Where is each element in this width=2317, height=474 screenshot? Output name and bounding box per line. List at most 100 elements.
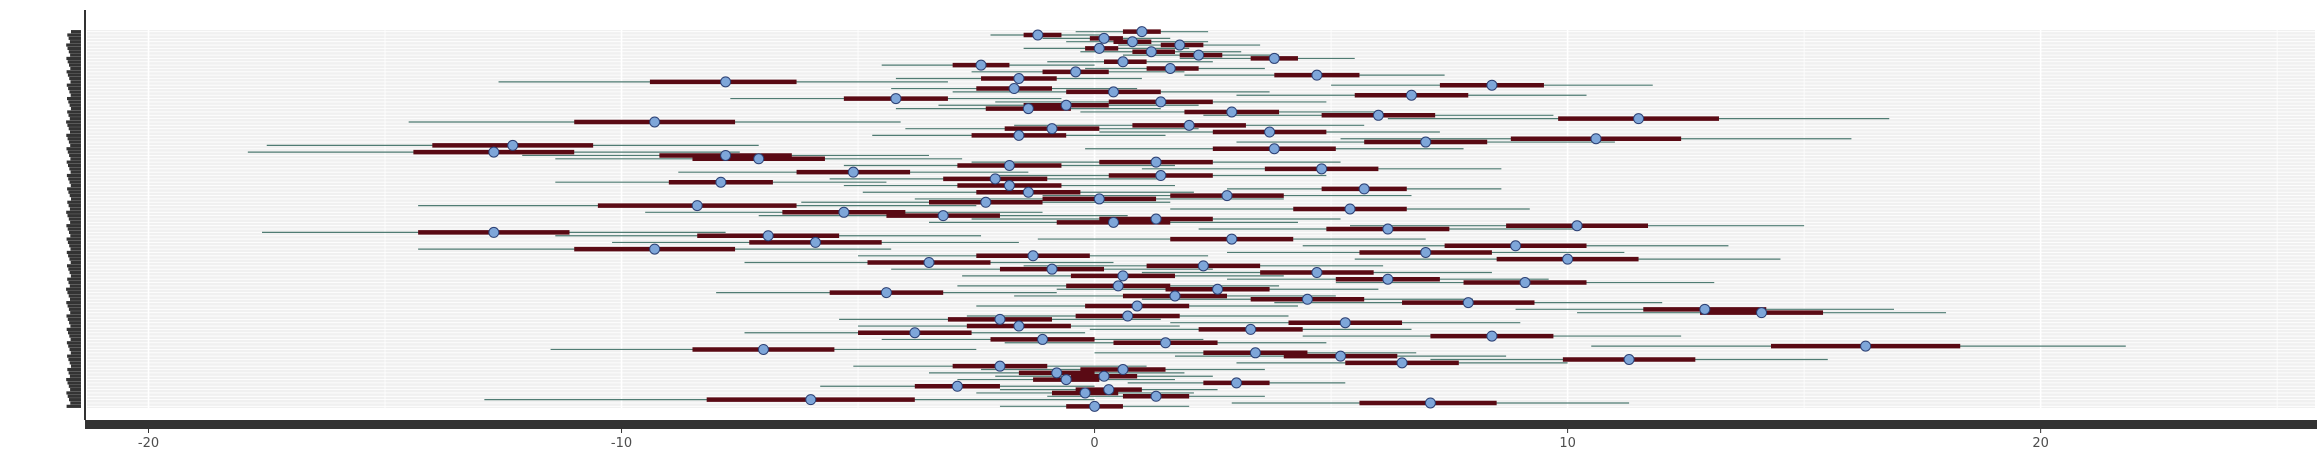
point-estimate: [890, 93, 902, 105]
y-tick-label-mark: [69, 230, 81, 234]
y-tick-label-mark: [68, 140, 81, 144]
y-tick-label-mark: [66, 341, 81, 345]
point-estimate: [1339, 317, 1351, 329]
y-tick-label-mark: [69, 257, 81, 261]
y-tick-label-mark: [69, 63, 81, 67]
point-estimate: [1699, 303, 1711, 315]
y-tick-label-mark: [66, 70, 81, 74]
point-estimate: [757, 343, 769, 355]
point-estimate: [1406, 89, 1418, 101]
y-tick-label-mark: [68, 217, 81, 221]
y-tick-label-mark: [66, 210, 81, 214]
x-tick-label: 20: [2032, 436, 2049, 451]
x-tick-label: 0: [1090, 436, 1098, 451]
y-tick-label-mark: [68, 86, 81, 91]
point-estimate: [1098, 370, 1110, 382]
y-tick-label-mark: [68, 357, 81, 362]
y-tick-label-mark: [70, 170, 81, 174]
point-estimate: [1145, 46, 1157, 58]
y-tick-label-mark: [69, 374, 81, 378]
y-tick-label-mark: [68, 36, 81, 40]
y-tick-label-mark: [67, 60, 81, 64]
point-estimate: [1150, 390, 1162, 402]
y-tick-label-mark: [66, 83, 81, 87]
y-tick-label-mark: [70, 183, 81, 188]
y-tick-label-mark: [68, 294, 81, 298]
point-estimate: [805, 394, 817, 406]
y-tick-label-mark: [67, 33, 81, 37]
point-estimate: [1112, 280, 1124, 292]
point-estimate: [1301, 293, 1313, 305]
y-tick-label-mark: [71, 197, 81, 201]
point-estimate: [1013, 129, 1025, 141]
x-axis-ticks: -20 -10 0 10 20: [138, 429, 2049, 451]
y-tick-label-mark: [70, 130, 81, 134]
y-tick-label-mark: [67, 367, 81, 372]
point-estimate: [994, 360, 1006, 372]
y-tick-label-mark: [67, 227, 81, 231]
y-tick-label-mark: [68, 127, 81, 131]
point-estimate: [1126, 36, 1138, 48]
y-tick-label-mark: [70, 337, 81, 342]
y-tick-label-mark: [68, 371, 81, 375]
point-estimate: [1226, 106, 1238, 118]
y-tick-label-mark: [68, 163, 81, 168]
x-tick-label: 10: [1559, 436, 1576, 451]
y-tick-label-mark: [67, 110, 81, 114]
point-estimate: [989, 173, 1001, 185]
y-tick-label-mark: [70, 274, 81, 278]
point-estimate: [1117, 270, 1129, 282]
point-estimate: [1226, 233, 1238, 245]
point-estimate: [1183, 119, 1195, 131]
y-tick-label-mark: [68, 267, 81, 271]
point-estimate: [1462, 297, 1474, 309]
point-estimate: [1358, 183, 1370, 195]
point-estimate: [1420, 136, 1432, 148]
point-estimate: [951, 380, 963, 392]
y-tick-label-mark: [67, 394, 81, 398]
y-tick-label-mark: [69, 398, 81, 402]
point-estimate: [1860, 340, 1872, 352]
y-tick-label-mark: [70, 351, 81, 355]
y-tick-label-mark: [67, 187, 81, 191]
y-tick-label-mark: [66, 327, 81, 331]
point-estimate: [1264, 126, 1276, 138]
y-tick-label-mark: [69, 270, 81, 275]
y-tick-label-mark: [70, 401, 81, 405]
y-axis-labels: [66, 30, 81, 408]
y-tick-label-mark: [69, 244, 81, 248]
y-tick-label-mark: [66, 314, 81, 318]
y-tick-label-mark: [66, 224, 81, 228]
point-estimate: [1193, 49, 1205, 61]
y-tick-label-mark: [67, 354, 81, 358]
y-tick-label-mark: [67, 150, 81, 154]
point-estimate: [1372, 109, 1384, 121]
point-estimate: [1037, 333, 1049, 345]
y-tick-label-mark: [69, 361, 81, 365]
y-tick-label-mark: [66, 173, 81, 178]
point-estimate: [1027, 250, 1039, 262]
point-estimate: [1013, 320, 1025, 332]
y-tick-label-mark: [70, 80, 81, 84]
y-tick-label-mark: [66, 147, 81, 151]
y-tick-label-mark: [69, 153, 81, 158]
y-tick-label-mark: [68, 384, 81, 388]
y-tick-label-mark: [69, 40, 81, 44]
y-tick-label-mark: [70, 157, 81, 161]
point-estimate: [1424, 397, 1436, 409]
point-estimate: [1197, 260, 1209, 272]
point-estimate: [1022, 186, 1034, 198]
y-tick-label-mark: [67, 277, 81, 281]
y-tick-label-mark: [70, 234, 81, 238]
y-tick-label-mark: [70, 93, 81, 97]
y-tick-label-mark: [66, 43, 81, 47]
point-estimate: [1089, 400, 1101, 412]
y-tick-label-mark: [68, 100, 81, 104]
y-tick-label-mark: [71, 364, 81, 368]
point-estimate: [1060, 99, 1072, 111]
point-estimate: [1420, 246, 1432, 258]
point-estimate: [649, 116, 661, 128]
y-tick-label-mark: [70, 53, 81, 57]
point-estimate: [1122, 310, 1134, 322]
point-estimate: [1519, 277, 1531, 289]
